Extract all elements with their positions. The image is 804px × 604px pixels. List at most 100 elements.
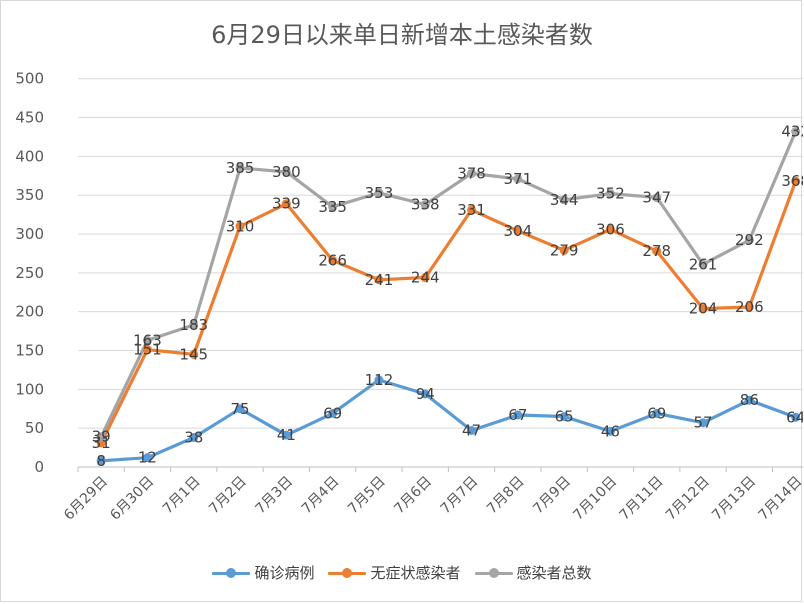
data-point-2 [605,189,615,199]
data-point-2 [235,163,245,173]
data-label-1: 279 [550,241,579,259]
data-point-1 [652,246,662,256]
data-label-1: 304 [504,222,533,240]
series-line-0 [99,378,798,463]
data-label-1: 278 [642,242,671,260]
y-tick-label: 150 [15,342,44,360]
data-label-0: 64 [786,408,803,426]
x-tick-label: 6月30日 [107,474,157,524]
data-label-2: 39 [92,428,111,446]
y-tick-label: 400 [15,147,44,165]
x-tick-label: 7月7日 [438,474,482,518]
data-point-0 [142,453,152,463]
x-tick-label: 7月4日 [299,474,343,518]
data-label-2: 292 [735,231,764,249]
data-point-1 [420,273,430,283]
data-point-2 [652,193,662,203]
data-label-1: 204 [689,300,718,318]
data-point-0 [374,375,384,385]
data-label-0: 8 [96,452,106,470]
data-label-1: 145 [179,345,208,363]
data-label-2: 378 [457,164,486,182]
legend-item-total: 感染者总数 [474,562,592,583]
data-point-2 [96,432,106,442]
data-point-1 [374,275,384,285]
data-label-2: 338 [411,196,440,214]
data-point-1 [467,205,477,215]
data-point-0 [281,430,291,440]
data-point-2 [467,168,477,178]
data-label-2: 380 [272,163,301,181]
data-point-2 [791,127,801,137]
data-point-0 [744,395,754,405]
data-point-1 [559,245,569,255]
x-tick-label: 7月12日 [663,474,713,524]
data-label-2: 353 [365,184,394,202]
series-line-1 [99,179,798,445]
data-label-0: 69 [647,404,666,422]
y-tick-label: 450 [15,109,44,127]
data-label-2: 347 [642,189,671,207]
data-label-1: 306 [596,220,625,238]
data-point-0 [652,408,662,418]
x-tick-label: 6月29日 [61,474,111,524]
data-point-2 [281,167,291,177]
series-line-2 [99,129,798,439]
x-tick-label: 7月5日 [345,474,389,518]
x-tick-label: 7月11日 [617,474,667,524]
y-tick-label: 250 [15,264,44,282]
data-point-1 [328,255,338,265]
data-point-2 [374,188,384,198]
data-label-0: 41 [277,426,296,444]
legend-label-asymptomatic: 无症状感染者 [370,564,461,582]
legend-marker-asymptomatic [328,567,367,579]
data-point-0 [328,408,338,418]
data-point-2 [698,259,708,269]
data-label-1: 310 [226,217,255,235]
data-label-2: 163 [133,331,162,349]
data-point-0 [698,418,708,428]
data-label-2: 385 [226,159,255,177]
data-label-0: 112 [365,371,394,389]
data-point-1 [744,302,754,312]
x-tick-label: 7月2日 [206,474,250,518]
data-label-1: 266 [318,251,347,269]
x-tick-label: 7月6日 [391,474,435,518]
data-point-1 [605,224,615,234]
legend-marker-confirmed [212,567,251,579]
data-label-0: 65 [555,408,574,426]
data-label-1: 331 [457,201,486,219]
data-point-1 [698,304,708,314]
data-point-0 [467,425,477,435]
data-label-0: 75 [231,400,250,418]
data-point-2 [328,202,338,212]
data-point-0 [420,389,430,399]
legend-item-asymptomatic: 无症状感染者 [328,562,461,583]
data-label-1: 244 [411,269,440,287]
data-point-2 [744,235,754,245]
x-tick-label: 7月14日 [755,474,803,524]
data-label-1: 368 [781,172,803,190]
data-label-2: 352 [596,185,625,203]
data-point-0 [96,456,106,466]
x-tick-label: 7月8日 [484,474,528,518]
data-label-2: 335 [318,198,347,216]
data-label-2: 344 [550,191,579,209]
data-label-0: 67 [508,406,527,424]
legend-marker-total [474,567,513,579]
x-tick-label: 7月1日 [160,474,204,518]
data-point-0 [559,412,569,422]
data-point-1 [189,349,199,359]
data-point-0 [791,412,801,422]
data-label-1: 151 [133,341,162,359]
x-tick-label: 7月3日 [252,474,296,518]
chart-title: 6月29日以来单日新增本土感染者数 [211,21,593,49]
data-label-0: 57 [694,414,713,432]
data-point-2 [142,335,152,345]
data-label-1: 206 [735,298,764,316]
y-tick-label: 50 [25,419,44,437]
y-tick-label: 500 [15,70,44,88]
data-label-1: 31 [92,434,111,452]
